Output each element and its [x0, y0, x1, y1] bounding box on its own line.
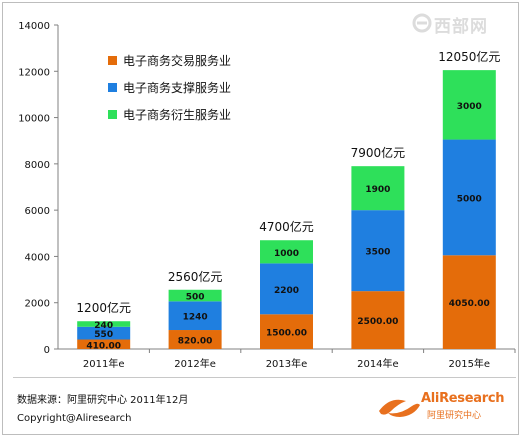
y-tick-label: 2000	[25, 299, 50, 310]
footer-divider	[13, 377, 516, 378]
copyright: Copyright@Aliresearch	[17, 413, 132, 424]
data-source: 数据来源：阿里研究中心 2011年12月	[17, 395, 189, 406]
legend-label: 电子商务支撑服务业	[123, 80, 231, 95]
x-tick-label: 2011年e	[83, 357, 125, 370]
data-label: 4050.00	[449, 299, 490, 309]
total-label: 7900亿元	[351, 145, 406, 160]
legend-swatch	[108, 110, 117, 119]
logo-subtitle: 阿里研究中心	[427, 411, 482, 421]
bar-segment	[351, 291, 405, 349]
logo-name: AliResearch	[421, 391, 505, 406]
bar-segment	[168, 301, 222, 331]
bar-segment	[77, 326, 131, 340]
data-label: 240	[94, 321, 113, 331]
bar-segment	[442, 70, 496, 140]
bar-segment	[442, 255, 496, 349]
x-tick-label: 2015年e	[448, 357, 490, 370]
legend-swatch	[108, 83, 117, 92]
watermark-text: 西部网	[434, 17, 488, 37]
y-tick-label: 4000	[25, 252, 50, 263]
bar-segment	[260, 240, 313, 264]
bar-segment	[168, 289, 222, 302]
x-tick-label: 2012年e	[174, 357, 216, 370]
legend-label: 电子商务衍生服务业	[123, 107, 231, 122]
data-label: 2500.00	[357, 317, 398, 327]
y-tick-label: 10000	[18, 114, 50, 125]
stacked-bar-chart: 0 2000 4000 6000 8000 10000 12000 14000 2011年e 41…	[18, 21, 516, 370]
data-label: 1000	[274, 249, 299, 259]
data-label: 410.00	[86, 341, 121, 351]
bar-segment	[77, 321, 131, 327]
total-label: 1200亿元	[76, 300, 131, 315]
data-label: 550	[94, 330, 113, 340]
alibaba-smile-icon	[379, 399, 420, 417]
total-label: 12050亿元	[438, 49, 500, 64]
bar-segment	[351, 166, 405, 211]
total-label: 2560亿元	[168, 269, 223, 284]
x-tick-label: 2014年e	[357, 357, 399, 370]
bar-segment	[168, 330, 222, 349]
bar-segment	[442, 139, 496, 256]
aliresearch-logo: AliResearch 阿里研究中心	[376, 391, 506, 422]
bar-segment	[260, 314, 313, 349]
y-tick-label: 0	[44, 345, 50, 356]
y-tick-label: 8000	[25, 160, 50, 171]
y-tick-label: 6000	[25, 206, 50, 217]
legend-swatch	[108, 56, 117, 65]
legend-label: 电子商务交易服务业	[123, 53, 231, 68]
bar-segment	[351, 210, 405, 292]
x-tick-label: 2013年e	[266, 357, 308, 370]
bar-segment	[260, 263, 313, 315]
data-label: 500	[186, 293, 205, 303]
total-label: 4700亿元	[259, 219, 314, 234]
y-tick-label: 14000	[18, 21, 50, 32]
data-label: 1240	[183, 313, 208, 323]
chart-frame: 0 2000 4000 6000 8000 10000 12000 14000 2011年e 41…	[2, 2, 519, 435]
data-label: 820.00	[178, 337, 213, 347]
data-label: 1500.00	[266, 329, 307, 339]
data-label: 3000	[457, 102, 482, 112]
bar-segment	[77, 339, 131, 349]
watermark: 西部网	[412, 11, 520, 37]
data-label: 1900	[365, 185, 390, 195]
data-label: 3500	[365, 248, 390, 258]
data-label: 2200	[274, 286, 299, 296]
y-tick-label: 12000	[18, 67, 50, 78]
data-label: 5000	[457, 194, 482, 204]
watermark-icon	[412, 13, 432, 33]
